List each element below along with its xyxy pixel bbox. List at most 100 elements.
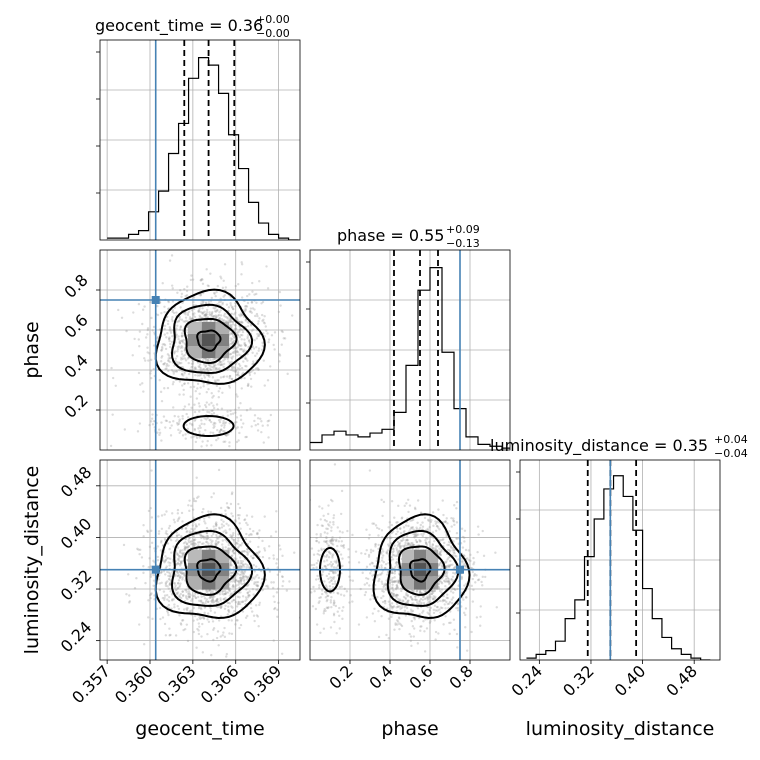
scatter-point <box>475 574 478 577</box>
scatter-point <box>246 576 250 580</box>
scatter-point <box>239 527 242 530</box>
scatter-point <box>380 596 383 600</box>
scatter-point <box>245 409 249 412</box>
scatter-point <box>405 606 409 610</box>
scatter-point <box>150 516 154 519</box>
scatter-point <box>202 300 205 303</box>
scatter-point <box>365 582 369 585</box>
scatter-point <box>192 497 196 501</box>
truth-marker <box>151 296 160 304</box>
scatter-point <box>223 626 226 630</box>
scatter-point <box>202 617 206 620</box>
scatter-point <box>122 543 126 547</box>
scatter-point <box>188 592 191 595</box>
scatter-point <box>445 565 448 568</box>
scatter-point <box>160 345 164 349</box>
scatter-point <box>317 577 320 581</box>
scatter-point <box>357 623 361 626</box>
scatter-point <box>445 560 448 563</box>
scatter-point <box>421 598 424 602</box>
scatter-point <box>212 492 216 495</box>
scatter-point <box>197 365 200 368</box>
scatter-point <box>282 580 285 583</box>
scatter-point <box>187 361 190 365</box>
scatter-point <box>201 312 204 315</box>
scatter-point <box>367 537 371 540</box>
scatter-point <box>203 313 207 317</box>
xtick-label-luminosity_distance-1: 0.32 <box>559 661 598 700</box>
scatter-point <box>461 559 464 563</box>
scatter-point <box>398 541 402 545</box>
scatter-point <box>395 619 399 622</box>
scatter-point <box>395 561 398 564</box>
scatter-point <box>244 307 247 310</box>
scatter-point <box>246 591 250 594</box>
scatter-point <box>251 307 255 310</box>
scatter-point <box>380 559 384 562</box>
scatter-point <box>240 366 244 370</box>
contour-level-1 <box>183 317 238 365</box>
scatter-point <box>399 539 403 542</box>
scatter-point <box>338 627 341 630</box>
scatter-point <box>422 609 425 613</box>
scatter-point <box>409 595 412 599</box>
scatter-point <box>168 420 171 424</box>
scatter-point <box>234 519 237 522</box>
scatter-point <box>396 520 399 524</box>
scatter-point <box>193 403 196 406</box>
scatter-point <box>318 600 321 603</box>
scatter-point <box>384 599 387 603</box>
scatter-point <box>436 545 439 548</box>
scatter-point <box>200 534 204 538</box>
scatter-point <box>416 607 420 610</box>
scatter-point <box>201 311 205 314</box>
scatter-point <box>442 594 445 598</box>
scatter-point <box>192 630 196 634</box>
scatter-point <box>390 591 394 595</box>
scatter-point <box>237 545 241 548</box>
scatter-point <box>168 564 171 567</box>
scatter-point <box>435 605 439 609</box>
scatter-point <box>200 542 204 546</box>
scatter-point <box>267 338 271 341</box>
scatter-point <box>239 565 242 568</box>
scatter-point <box>176 581 180 585</box>
scatter-point <box>325 586 328 589</box>
scatter-point <box>253 338 256 342</box>
scatter-point <box>201 311 204 315</box>
scatter-point <box>241 321 244 324</box>
scatter-point <box>240 313 244 317</box>
scatter-point <box>368 469 372 472</box>
scatter-point <box>481 529 484 533</box>
scatter-point <box>178 594 181 597</box>
scatter-point <box>227 524 230 527</box>
scatter-point <box>325 574 329 578</box>
scatter-point <box>233 369 236 373</box>
scatter-point <box>280 575 284 578</box>
scatter-point <box>229 559 232 563</box>
scatter-point <box>321 507 324 510</box>
scatter-point <box>200 302 203 305</box>
scatter-point <box>223 357 227 361</box>
scatter-point <box>419 511 423 514</box>
scatter-point <box>385 586 388 589</box>
scatter-point <box>160 421 163 424</box>
scatter-point <box>238 576 242 580</box>
scatter-point <box>135 577 138 580</box>
scatter-point <box>245 365 248 368</box>
scatter-point <box>212 601 215 604</box>
scatter-point <box>249 407 252 410</box>
scatter-point <box>447 540 451 544</box>
scatter-point <box>412 616 416 619</box>
scatter-point <box>332 571 335 574</box>
scatter-point <box>395 527 399 530</box>
scatter-point <box>168 326 171 329</box>
scatter-point <box>210 420 213 424</box>
scatter-point <box>168 627 171 630</box>
scatter-point <box>434 522 438 526</box>
scatter-point <box>244 344 247 347</box>
scatter-point <box>210 444 213 447</box>
scatter-point <box>158 431 162 435</box>
scatter-point <box>440 582 444 585</box>
scatter-point <box>180 596 183 600</box>
